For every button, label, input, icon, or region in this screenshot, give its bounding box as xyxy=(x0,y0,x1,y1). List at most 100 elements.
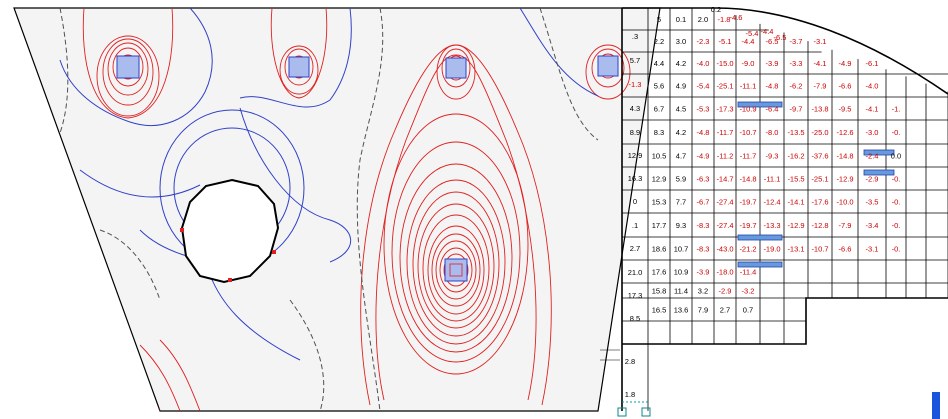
grid-cell-value: 8.9 xyxy=(630,128,640,137)
grid-cell-value: 4.4 xyxy=(654,59,664,68)
grid-cell-value: -19.0 xyxy=(763,245,780,254)
grid-cell-value: 0.0 xyxy=(891,152,901,161)
support-marks xyxy=(737,101,895,268)
grid-cell-value: -37.6 xyxy=(811,152,828,161)
contour-region xyxy=(13,7,661,412)
grid-cell-value: -0. xyxy=(892,175,901,184)
grid-cell-value: -4.8 xyxy=(697,128,710,137)
grid-cell-value: -3.4 xyxy=(866,221,879,230)
grid-cell-value: -4.0 xyxy=(697,59,710,68)
grid-cell-value: 4.5 xyxy=(676,105,686,114)
grid-cell-value: -5.4 xyxy=(697,82,710,91)
grid-lines xyxy=(621,8,948,411)
grid-values: 5 0.1 2.00.2-1.8 -4.6-5.4 -4.4-6.52.2 3.0 -2.3… xyxy=(625,5,901,399)
contour-group-top-left xyxy=(82,8,174,119)
grid-cell-value: -13.1 xyxy=(787,245,804,254)
grid-cell-value: 0 xyxy=(633,197,637,206)
grid-cell-value: -12.9 xyxy=(836,175,853,184)
grid-cell-value: -7.9 xyxy=(839,221,852,230)
grid-cell-value: -6.4 xyxy=(766,105,779,114)
grid-cell-value: 4.2 xyxy=(676,59,686,68)
grid-cell-value: 2.8 xyxy=(625,357,635,366)
grid-curved-edge xyxy=(715,7,948,95)
grid-cell-value: -9.7 xyxy=(790,105,803,114)
grid-cell-value: -2.4 xyxy=(866,152,879,161)
support-beam-5 xyxy=(737,261,783,268)
grid-cell-value: -16.2 xyxy=(787,152,804,161)
column-top-third xyxy=(445,57,467,79)
grid-cell-value: -15.0 xyxy=(716,59,733,68)
grid-cell-value: -19.7 xyxy=(739,221,756,230)
grid-cell-value: -14.8 xyxy=(836,152,853,161)
grid-cell-value: -9.5 xyxy=(839,105,852,114)
grid-cell-value: -3.9 xyxy=(766,59,779,68)
grid-cell-value: -3.7 xyxy=(790,37,803,46)
grid-cell-value: -3.5 xyxy=(866,198,879,207)
grid-cell-value: 5.7 xyxy=(630,56,640,65)
grid-cell-value: -5.4 xyxy=(746,29,759,38)
grid-cell-value: 11.4 xyxy=(674,287,688,296)
grid-cell-value: 12.9 xyxy=(652,175,667,184)
grid-cell-value: -2.9 xyxy=(866,175,879,184)
grid-cell-value: -11.7 xyxy=(740,152,757,161)
grid-cell-value: 15.3 xyxy=(652,198,667,207)
grid-cell-value: 13.6 xyxy=(674,306,689,315)
grid-cell-value: 4.9 xyxy=(676,82,686,91)
grid-cell-value: -10.0 xyxy=(836,198,853,207)
grid-cell-value: -5.1 xyxy=(719,37,732,46)
grid-cell-value: -12.6 xyxy=(836,128,853,137)
grid-cell-value: -43.0 xyxy=(716,245,733,254)
grid-cell-value: -14.7 xyxy=(716,175,733,184)
grid-cell-value: -4.4 xyxy=(761,27,774,36)
grid-cell-value: -4.1 xyxy=(866,105,879,114)
grid-cell-value: -14.8 xyxy=(739,175,756,184)
grid-cell-value: -11.1 xyxy=(740,82,757,91)
grid-cell-value: -17.6 xyxy=(811,198,828,207)
grid-cell-value: -8.3 xyxy=(697,245,710,254)
grid-cell-value: 4.3 xyxy=(630,104,640,113)
grid-cell-value: 16.5 xyxy=(652,306,667,315)
opening-hole xyxy=(180,178,280,284)
grid-cell-value: -6.7 xyxy=(697,198,710,207)
grid-cell-value: 5.9 xyxy=(676,175,686,184)
grid-cell-value: -3.9 xyxy=(697,268,710,277)
grid-cell-value: -6.3 xyxy=(697,175,710,184)
grid-cell-value: 2.7 xyxy=(720,306,730,315)
grid-cell-value: 9.3 xyxy=(676,221,686,230)
grid-cell-value: -25.1 xyxy=(811,175,828,184)
support-beam-3 xyxy=(863,169,895,176)
column-top-second xyxy=(288,56,310,78)
contour-group-center-column xyxy=(360,44,552,406)
grid-cell-value: 18.6 xyxy=(652,245,667,254)
column-top-left xyxy=(116,55,140,79)
support-beam-4 xyxy=(737,234,783,241)
grid-cell-value: -5.3 xyxy=(697,105,710,114)
grid-cell-value: -10.9 xyxy=(739,105,756,114)
support-beam-2 xyxy=(863,149,895,156)
grid-cell-value: -6.5 xyxy=(774,33,787,42)
grid-cell-value: .1 xyxy=(632,221,638,230)
grid-cell-value: 15.8 xyxy=(652,287,667,296)
grid-cell-value: 12.9 xyxy=(628,151,643,160)
grid-cell-value: -6.6 xyxy=(839,245,852,254)
grid-cell-value: -9.0 xyxy=(742,59,755,68)
grid-cell-value: -7.9 xyxy=(814,82,827,91)
grid-cell-value: -27.4 xyxy=(716,221,733,230)
grid-cell-value: 17.6 xyxy=(652,268,667,277)
grid-cell-value: -25.0 xyxy=(811,128,828,137)
grid-cell-value: -3.1 xyxy=(814,37,827,46)
grid-cell-value: -4.9 xyxy=(697,152,710,161)
grid-cell-value: -3.3 xyxy=(790,59,803,68)
grid-cell-value: -1. xyxy=(892,105,901,114)
grid-cell-value: -0. xyxy=(892,221,901,230)
grid-cell-value: -6.6 xyxy=(839,82,852,91)
grid-cell-value: -6.2 xyxy=(790,82,803,91)
grid-cell-value: -12.8 xyxy=(811,221,828,230)
grid-cell-value: 3.0 xyxy=(676,37,686,46)
grid-cell-value: 4.2 xyxy=(676,128,686,137)
grid-cell-value: 8.5 xyxy=(630,314,640,323)
plate-outline xyxy=(13,7,661,412)
grid-cell-value: 2.2 xyxy=(654,37,664,46)
grid-cell-value: 17.3 xyxy=(628,291,643,300)
grid-cell-value: 8.3 xyxy=(654,128,664,137)
